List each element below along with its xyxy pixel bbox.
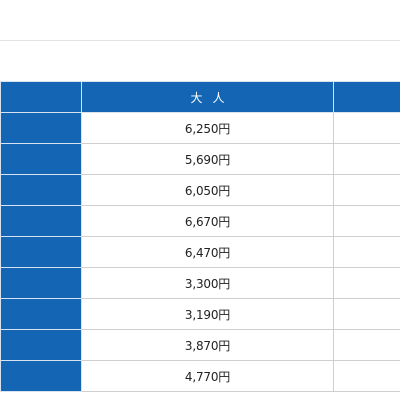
header-adult: 大人 (81, 81, 334, 113)
next-column-cell (333, 329, 400, 361)
adult-fare-cell: 5,690円 (81, 143, 334, 175)
row-label-cell (0, 143, 82, 175)
adult-fare-cell: 6,670円 (81, 205, 334, 237)
header-label-cell (0, 81, 82, 113)
next-column-cell (333, 236, 400, 268)
table-row: 6,050円 (0, 174, 400, 206)
table-row: 4,770円 (0, 360, 400, 392)
fare-table: 大人 6,250円 5,690円 6,050円 6,670円 (0, 81, 400, 392)
table-header-row: 大人 (0, 81, 400, 113)
row-label-cell (0, 298, 82, 330)
table-row: 5,690円 (0, 143, 400, 175)
row-label-cell (0, 205, 82, 237)
table-row: 3,870円 (0, 329, 400, 361)
row-label-cell (0, 112, 82, 144)
adult-fare-cell: 3,300円 (81, 267, 334, 299)
next-column-cell (333, 267, 400, 299)
adult-fare-cell: 6,470円 (81, 236, 334, 268)
table-row: 6,470円 (0, 236, 400, 268)
next-column-cell (333, 360, 400, 392)
row-label-cell (0, 360, 82, 392)
next-column-cell (333, 205, 400, 237)
next-column-cell (333, 112, 400, 144)
row-label-cell (0, 236, 82, 268)
row-label-cell (0, 267, 82, 299)
next-column-cell (333, 174, 400, 206)
table-row: 3,190円 (0, 298, 400, 330)
adult-fare-cell: 6,050円 (81, 174, 334, 206)
adult-fare-cell: 3,190円 (81, 298, 334, 330)
next-column-cell (333, 298, 400, 330)
next-column-cell (333, 143, 400, 175)
header-next-cell (333, 81, 400, 113)
adult-fare-cell: 4,770円 (81, 360, 334, 392)
table-row: 6,670円 (0, 205, 400, 237)
adult-fare-cell: 6,250円 (81, 112, 334, 144)
row-label-cell (0, 174, 82, 206)
adult-fare-cell: 3,870円 (81, 329, 334, 361)
table-row: 3,300円 (0, 267, 400, 299)
table-row: 6,250円 (0, 112, 400, 144)
top-divider (0, 40, 400, 41)
row-label-cell (0, 329, 82, 361)
